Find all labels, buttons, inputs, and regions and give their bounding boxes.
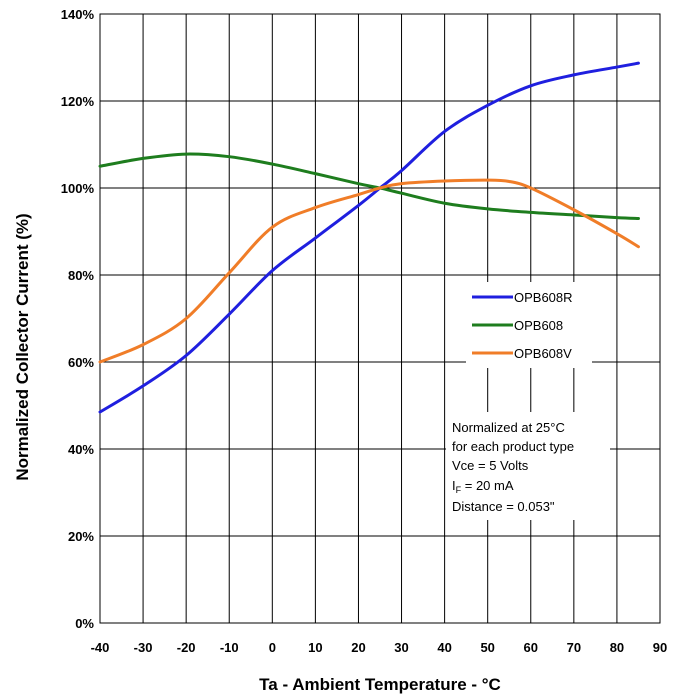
annotation-line-1: Normalized at 25°C (452, 420, 565, 435)
annotation-box: Normalized at 25°C for each product type… (446, 412, 610, 520)
annotation-line-4-rest: = 20 mA (461, 478, 514, 493)
annotation-line-3: Vce = 5 Volts (452, 458, 529, 473)
legend: OPB608R OPB608 OPB608V (466, 282, 592, 368)
annotation-line-4: IF = 20 mA (452, 478, 514, 495)
x-tick-label: 40 (437, 640, 451, 655)
y-tick-label: 120% (61, 94, 95, 109)
y-tick-label: 40% (68, 442, 94, 457)
legend-label-opb608r: OPB608R (514, 290, 573, 305)
x-tick-label: 90 (653, 640, 667, 655)
annotation-line-5: Distance = 0.053" (452, 499, 555, 514)
annotation-line-2: for each product type (452, 439, 574, 454)
annotation-line-4-main: I (452, 478, 456, 493)
y-tick-label: 0% (75, 616, 94, 631)
x-tick-label: 50 (480, 640, 494, 655)
x-tick-label: 10 (308, 640, 322, 655)
annotation-line-4-sub: F (456, 485, 462, 495)
x-tick-label: -40 (91, 640, 110, 655)
x-tick-label: -10 (220, 640, 239, 655)
x-tick-label: 70 (567, 640, 581, 655)
x-tick-label: -20 (177, 640, 196, 655)
y-tick-label: 140% (61, 7, 95, 22)
series-group (98, 61, 640, 414)
y-tick-label: 20% (68, 529, 94, 544)
x-tick-label: 30 (394, 640, 408, 655)
y-axis-ticks: 0% 20% 40% 60% 80% 100% 120% 140% (61, 7, 95, 631)
y-tick-label: 100% (61, 181, 95, 196)
y-tick-label: 60% (68, 355, 94, 370)
x-tick-label: 80 (610, 640, 624, 655)
series-line-opb608 (98, 152, 640, 220)
x-tick-label: 0 (269, 640, 276, 655)
x-axis-title: Ta - Ambient Temperature - °C (259, 675, 501, 694)
series-line-opb608v (98, 178, 640, 364)
annotation-background (446, 412, 610, 520)
y-tick-label: 80% (68, 268, 94, 283)
x-tick-label: 20 (351, 640, 365, 655)
plot-frame (99, 13, 661, 624)
legend-label-opb608v: OPB608V (514, 346, 572, 361)
plot-border (99, 13, 661, 624)
x-tick-label: 60 (524, 640, 538, 655)
y-axis-title: Normalized Collector Current (%) (13, 213, 32, 480)
x-axis-ticks: -40 -30 -20 -10 0 10 20 30 40 50 60 70 80 90 (91, 640, 668, 655)
legend-label-opb608: OPB608 (514, 318, 563, 333)
x-tick-label: -30 (134, 640, 153, 655)
